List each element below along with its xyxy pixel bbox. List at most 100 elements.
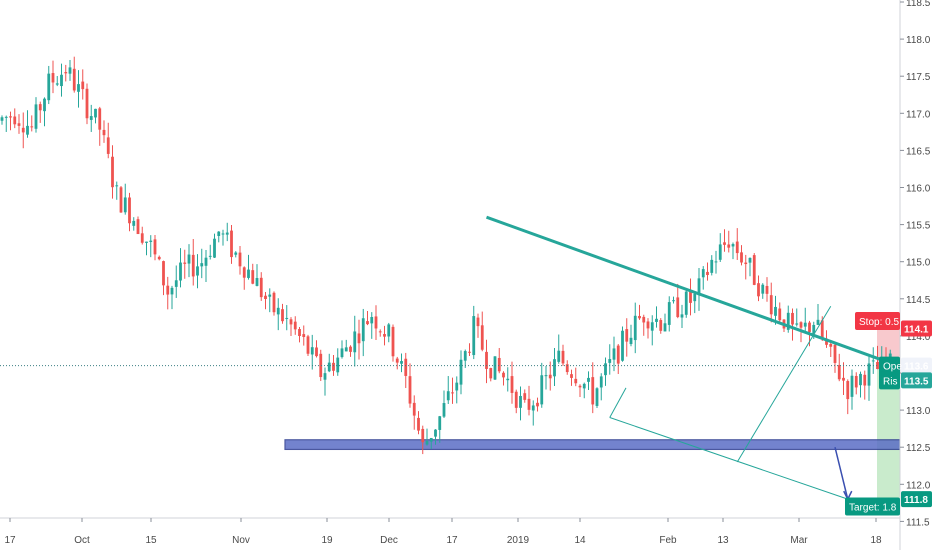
target-price-tag-label: 111.8 [904,495,928,506]
candle-body [854,375,858,388]
candle-body [757,283,760,297]
target-order-label-box [845,497,900,516]
candle-body [455,382,459,391]
candle-body [820,320,824,339]
candle-body [506,378,510,381]
candle-body [752,255,756,285]
stop-price-tag-label: 114.1 [904,324,929,335]
candle-body [370,317,374,324]
candle-body [438,416,442,430]
candle-body [795,323,799,325]
candle-body [604,363,607,376]
y-tick-label: 112.0 [906,480,931,491]
current-price-tag-label: 113.6 [904,362,929,373]
candle-body [646,321,650,329]
candle-body [349,346,352,352]
x-axis: 17 Oct 15 Nov 19 Dec 17 2019 14 Feb 13 Mar 18 [0,517,900,546]
candle-body [527,398,531,410]
candle-body [680,314,684,318]
candle-body [468,351,471,353]
channel-left-edge [609,387,627,418]
candle-body [578,385,582,388]
candle-body [217,231,221,236]
candle-body [13,116,17,125]
candle-body [417,417,420,431]
candle-body [638,315,641,319]
candle-body [0,117,4,121]
candle-body [425,440,429,445]
candle-body [582,383,586,389]
candle-body [829,343,833,347]
candle-body [667,302,671,325]
y-tick-label: 116.5 [906,146,931,157]
candle-body [374,316,378,329]
channel-upper-line [736,305,832,463]
candle-body [106,137,110,154]
candle-body [778,308,782,321]
candle-body [255,278,259,286]
candle-body [446,391,450,401]
candle-body [659,320,663,331]
candle-body [149,240,153,242]
target-order-label-text: Target: 1.8 [849,503,897,514]
x-tick-label: Mar [790,535,808,546]
candlestick-series [0,56,892,455]
candle-body [718,244,722,260]
candle-body [697,278,701,296]
stop-order-label-box [855,312,900,331]
candle-body [68,67,72,74]
candle-body [145,241,148,243]
candle-body [60,74,63,87]
candle-body [769,295,773,315]
candle-body [553,359,556,377]
candle-body [136,219,140,235]
descending-trendline [485,215,899,367]
stop-zone [877,328,900,366]
y-tick-label: 115.5 [906,221,931,232]
candle-body [693,293,697,302]
candle-body [536,402,539,407]
candle-body [650,322,654,331]
candle-body [497,357,501,372]
candle-body [170,287,174,295]
candle-body [502,372,505,378]
candle-body [786,312,790,330]
x-tick-label: Nov [232,535,250,546]
candle-body [162,261,165,286]
candle-body [850,375,854,397]
candle-body [735,241,739,254]
target-zone [877,365,900,500]
x-tick-label: 14 [574,535,586,546]
candle-body [315,347,318,357]
candle-body [655,318,658,322]
y-tick-label: 117.5 [906,72,931,83]
candle-body [514,391,518,408]
candle-body [727,244,731,248]
candle-body [808,322,811,332]
candle-body [98,108,102,130]
candle-body [871,360,875,362]
candle-body [621,330,624,361]
candle-body [557,350,561,362]
y-tick-label: 111.5 [906,517,930,528]
candle-body [633,315,637,341]
candle-body [187,254,191,264]
candle-body [264,295,267,300]
entry-price-tag-label: 113.5 [904,376,929,387]
candle-body [408,376,412,404]
candle-body [846,381,850,400]
candle-body [451,392,454,394]
y-tick-label: 114.5 [906,295,931,306]
candle-body [81,81,85,90]
candle-body [434,429,437,437]
candle-body [9,116,12,118]
candle-body [208,255,212,257]
candle-body [510,376,514,393]
candle-body [77,84,80,92]
candle-body [306,336,310,354]
candle-body [153,239,157,255]
candle-body [493,356,497,380]
candle-body [612,348,616,360]
open-order-label-text: Ope [883,362,902,373]
